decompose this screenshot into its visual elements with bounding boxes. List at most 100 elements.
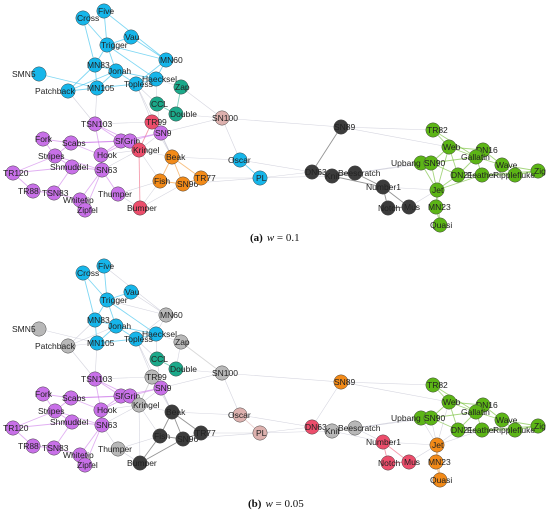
panel-a-node-label-scabs: Scabs: [62, 138, 86, 148]
panel-a-node-sn9: SN9: [153, 125, 172, 141]
panel-a-node-sn89: SN89: [333, 119, 356, 135]
panel-a-node-shmuddel: Shmuddel: [50, 159, 88, 175]
panel-a-node-thumper: Thumper: [98, 186, 132, 202]
panel-a-node-beescratch: Beescratch: [338, 165, 381, 181]
panel-a-node-mn23: MN23: [428, 199, 451, 215]
panel-b-node-circle-topless: [128, 331, 144, 347]
panel-b-node-gallatin: Gallatin: [461, 404, 490, 420]
panel-b-node-circle-tr88: [25, 438, 41, 454]
panel-b-node-label-mus: Mus: [404, 457, 420, 467]
panel-a-node-tr120: TR120: [3, 165, 29, 181]
panel-b-node-label-scabs: Scabs: [62, 393, 86, 403]
panel-a-node-circle-five: [96, 3, 112, 19]
panel-a-edge-sn89-dn63: [311, 126, 342, 173]
panel-b-node-mn60: MN60: [158, 307, 183, 323]
panel-b-node-circle-cross: [75, 265, 91, 281]
panel-b-node-circle-zipfel: [77, 457, 93, 473]
panel-b-node-label-tr82: TR82: [427, 380, 448, 390]
panel-a-edge-feather-jet: [436, 174, 483, 191]
panel-a-node-label-sn89: SN89: [334, 122, 356, 132]
panel-b-node-fork: Fork: [35, 386, 53, 402]
panel-b-node-circle-zap: [173, 334, 189, 350]
panel-a-node-ccl: CCL: [149, 96, 168, 112]
panel-a-edge-pl-knit: [259, 175, 333, 179]
panel-b-node-double: Double: [168, 361, 197, 377]
panel-b-node-circle-sn89: [333, 374, 349, 390]
panel-a-node-circle-thumper: [110, 186, 126, 202]
panel-a-node-label-dn16: DN16: [476, 145, 498, 155]
panel-a-node-circle-ccl: [149, 96, 165, 112]
panel-b-node-smn5: SMN5: [12, 321, 47, 337]
panel-b-node-sn9: SN9: [153, 380, 172, 396]
panel-b-node-dn21: DN21: [450, 422, 473, 438]
panel-a-node-label-stripes: Stripes: [38, 151, 64, 161]
panel-a-node-mn83: MN83: [87, 57, 110, 73]
panel-b-edge-knit-number1: [331, 430, 384, 443]
panel-b-node-tr77: TR77: [193, 425, 216, 441]
panel-b-node-label-oscar: Oscar: [228, 410, 251, 420]
panel-a-node-label-gallatin: Gallatin: [461, 152, 490, 162]
panel-a-node-circle-mn23: [428, 199, 444, 215]
panel-b-node-circle-ccl: [149, 351, 165, 367]
panel-b-node-label-sn90: SN90: [424, 413, 446, 423]
panel-a-node-tsn103: TSN103: [81, 116, 112, 132]
panel-a-node-circle-trigger: [99, 37, 115, 53]
panel-b-node-circle-tr82: [425, 377, 441, 393]
panel-b-node-label-kringel: Kringel: [133, 400, 160, 410]
panel-b-node-circle-beescratch: [347, 420, 363, 436]
panel-a-node-jet: Jet: [429, 182, 445, 198]
panel-b-node-circle-vau: [123, 284, 139, 300]
panel-b-node-label-topless: Topless: [124, 334, 153, 344]
panel-a-node-label-beak: Beak: [166, 152, 186, 162]
panel-a-edge-knit-number1: [331, 175, 384, 188]
panel-b-caption: (b) w = 0.05: [248, 498, 304, 510]
panel-a-node-circle-knit: [324, 168, 340, 184]
panel-a-node-number1: Number1: [366, 179, 401, 195]
panel-b-edge-shmuddel-tr120: [12, 421, 73, 429]
panel-b-node-label-jet: Jet: [432, 440, 444, 450]
panel-a-node-label-kringel: Kringel: [133, 145, 160, 155]
panel-a-node-label-mn105: MN105: [87, 83, 115, 93]
panel-a-node-dn21: DN21: [450, 167, 473, 183]
panel-a-node-circle-fish: [152, 173, 168, 189]
panel-b-node-circle-bumper: [132, 455, 148, 471]
panel-b-edge-sn100-oscar: [221, 372, 241, 416]
panel-a-node-five: Five: [96, 3, 114, 19]
panel-a-node-label-notch: Notch: [378, 203, 400, 213]
panel-b-edge-oscar-dn63: [239, 414, 313, 428]
panel-a-node-circle-tr82: [425, 122, 441, 138]
panel-b-node-label-mn105: MN105: [87, 338, 115, 348]
panel-a-node-label-tr82: TR82: [427, 125, 448, 135]
panel-b-edge-number1-jet: [382, 441, 438, 446]
panel-a-node-sn63: SN63: [94, 162, 118, 178]
panel-a-node-label-sn9: SN9: [155, 128, 172, 138]
panel-a-node-jonah: Jonah: [108, 63, 131, 79]
panel-a-node-circle-patchback: [60, 83, 76, 99]
panel-a-node-label-tr77: TR77: [195, 173, 216, 183]
panel-b-node-label-ccl: CCL: [151, 354, 168, 364]
panel-b-node-sn63: SN63: [94, 417, 118, 433]
panel-b-node-circle-zig: [530, 418, 546, 434]
panel-b-node-label-tsn83: TSN83: [42, 443, 69, 453]
panel-b-node-wave: Wave: [494, 412, 518, 428]
panel-b-node-zap: Zap: [173, 334, 190, 350]
panel-b-node-jet: Jet: [429, 437, 445, 453]
panel-a-node-label-tr99: TR99: [146, 117, 167, 127]
panel-a-node-zig: Zig: [530, 163, 546, 179]
panel-b-node-circle-beak: [164, 404, 180, 420]
panel-a-node-circle-sn96: [175, 176, 191, 192]
panel-b-node-tr82: TR82: [425, 377, 448, 393]
panel-a-node-label-feather: Feather: [467, 170, 496, 180]
panel-b-node-label-gallatin: Gallatin: [461, 407, 490, 417]
panel-a-node-circle-vau: [123, 29, 139, 45]
panel-a-node-trigger: Trigger: [99, 37, 128, 53]
panel-a-node-circle-ripplefluke: [507, 167, 523, 183]
panel-b-edge-zap-sn100: [180, 341, 223, 374]
panel-a-node-circle-smn5: [31, 66, 47, 82]
panel-a-node-tr99: TR99: [144, 114, 167, 130]
panel-b-node-sn89: SN89: [333, 374, 356, 390]
panel-b-node-label-trigger: Trigger: [101, 295, 128, 305]
